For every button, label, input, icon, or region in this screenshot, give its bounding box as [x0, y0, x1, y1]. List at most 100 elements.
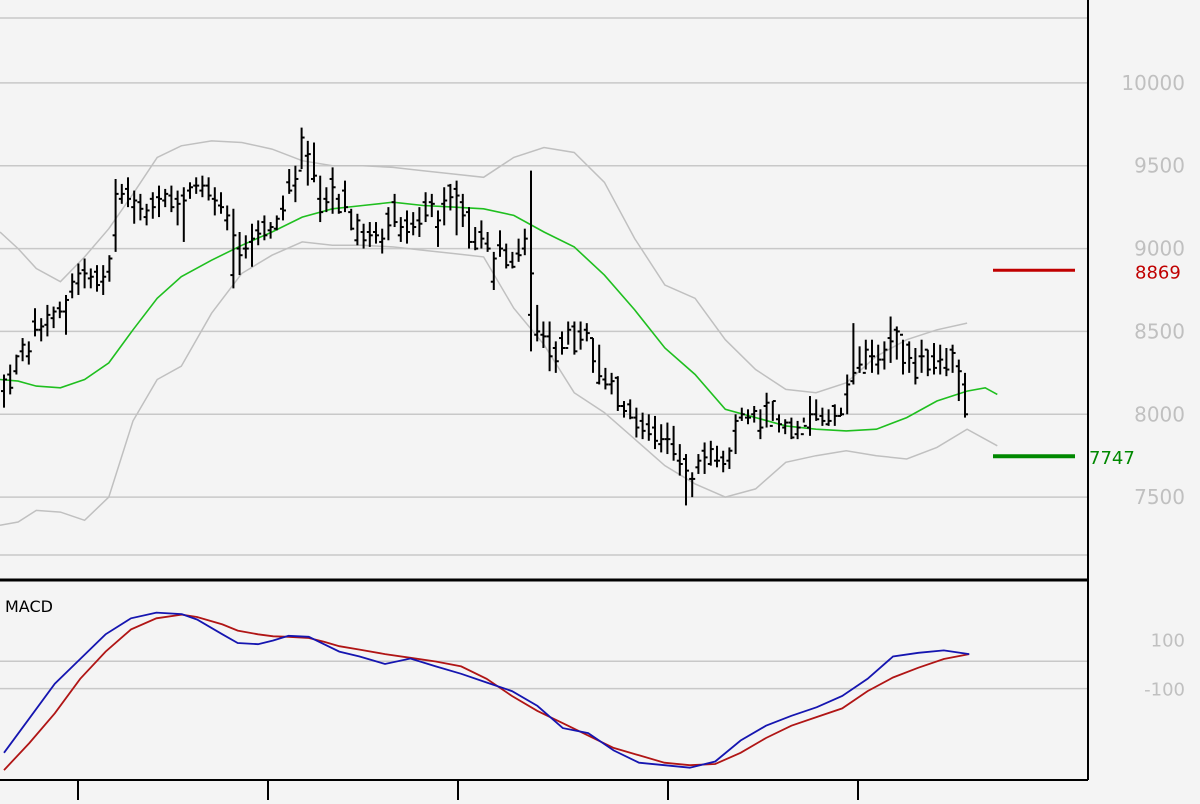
- ohlc-bar: [137, 193, 144, 221]
- ohlc-bar: [466, 207, 472, 249]
- macd-line: [3, 611, 970, 769]
- ohlc-bar: [25, 341, 32, 365]
- ohlc-bar: [776, 414, 782, 433]
- x-axis-ticks: [77, 780, 859, 800]
- ohlc-bar: [645, 414, 652, 441]
- price-axis-label: 8000: [1134, 402, 1185, 426]
- ohlc-bar: [69, 273, 76, 299]
- ohlc-bar: [249, 223, 255, 267]
- ohlc-bar: [7, 364, 14, 395]
- ohlc-bar: [627, 399, 634, 420]
- ohlc-bar: [13, 354, 20, 375]
- ohlc-bar: [335, 193, 342, 214]
- ohlc-bar: [125, 177, 131, 208]
- ohlc-bar: [707, 440, 714, 466]
- price-axis-label: 9000: [1134, 237, 1185, 261]
- ohlc-bar: [738, 407, 745, 421]
- bollinger-bands: [0, 140, 998, 527]
- macd-axis-label: -100: [1144, 680, 1185, 701]
- ohlc-bar: [342, 180, 348, 213]
- ohlc-bar: [298, 127, 305, 172]
- ohlc-bar: [962, 372, 968, 418]
- ohlc-bar: [162, 188, 169, 208]
- ohlc-bar: [267, 222, 274, 239]
- price-axis-label: 8500: [1134, 319, 1185, 343]
- ohlc-bar: [900, 333, 906, 375]
- ohlc-bar: [949, 344, 956, 373]
- ohlc-bar: [621, 401, 627, 418]
- ohlc-bar: [528, 170, 534, 352]
- ohlc-bar: [63, 294, 69, 335]
- ohlc-bar: [844, 374, 851, 415]
- ohlc-bar: [100, 265, 107, 295]
- ohlc-bar: [87, 268, 94, 289]
- ohlc-bar: [856, 346, 863, 373]
- ohlc-bar: [497, 230, 503, 257]
- ohlc-bar: [658, 424, 665, 453]
- ohlc-bar: [893, 326, 900, 360]
- ohlc-bar: [236, 232, 243, 276]
- ohlc-bar: [428, 193, 435, 218]
- ohlc-bar: [701, 442, 708, 474]
- ohlc-bar: [323, 187, 330, 213]
- ohlc-bar: [447, 183, 454, 211]
- ohlc-bar: [348, 208, 355, 231]
- ohlc-bar: [112, 178, 119, 252]
- price-axis-label: 7500: [1134, 485, 1185, 509]
- price-gridlines: [0, 17, 1088, 556]
- ohlc-bar: [577, 321, 584, 350]
- ohlc-bar: [745, 409, 751, 425]
- ohlc-bar: [286, 169, 293, 194]
- ohlc-bar: [478, 220, 485, 249]
- ohlc-bar: [354, 213, 361, 246]
- ohlc-bar: [38, 318, 45, 342]
- ohlc-bar: [924, 348, 931, 377]
- ohlc-bar: [757, 409, 764, 440]
- ohlc-bar: [732, 414, 739, 455]
- ohlc-bar: [261, 215, 268, 241]
- ohlc-bar: [819, 407, 826, 426]
- ohlc-bar: [813, 399, 820, 421]
- ohlc-bar: [280, 195, 286, 221]
- ohlc-bar: [912, 348, 919, 385]
- ohlc-bar: [472, 227, 479, 251]
- macd-axis-label: 100: [1151, 630, 1185, 651]
- ohlc-bar: [205, 177, 212, 201]
- ohlc-bar: [218, 192, 224, 214]
- ohlc-bar: [862, 339, 869, 374]
- resistance-label: 8869: [1135, 262, 1181, 283]
- ohlc-bar: [131, 190, 138, 224]
- ohlc-bar: [329, 167, 336, 214]
- ohlc-bar: [106, 255, 113, 282]
- ohlc-bar: [782, 419, 789, 435]
- ohlc-bar: [50, 306, 57, 329]
- ohlc-bar: [602, 367, 609, 390]
- ohlc-bar: [887, 316, 894, 363]
- ohlc-bar: [255, 220, 262, 246]
- ohlc-bar: [540, 321, 547, 348]
- ohlc-bar: [273, 215, 280, 231]
- macd-lines: [3, 611, 970, 771]
- ohlc-bar: [726, 447, 733, 469]
- ohlc-bar: [590, 337, 596, 373]
- ohlc-bar: [559, 331, 565, 355]
- ohlc-bar: [639, 412, 646, 440]
- ohlc-bar: [906, 341, 913, 373]
- ohlc-bar: [583, 323, 590, 342]
- price-axis-labels: 7500 8000 8500 9000 9500 10000: [1121, 71, 1185, 509]
- ohlc-bar: [484, 232, 491, 252]
- ohlc-bar: [769, 400, 776, 427]
- ohlc-bar: [683, 454, 689, 506]
- ohlc-bar: [187, 182, 193, 199]
- ohlc-bar: [174, 190, 181, 226]
- ohlc-bar: [850, 323, 857, 385]
- ohlc-bar: [44, 304, 51, 337]
- moving-average: [0, 201, 998, 432]
- ohlc-bar: [360, 223, 367, 249]
- ohlc-bar: [94, 265, 100, 292]
- ohlc-bar: [565, 321, 572, 349]
- ohlc-bar: [515, 238, 522, 262]
- ohlc-bar: [800, 417, 807, 436]
- ohlc-bar: [831, 404, 838, 426]
